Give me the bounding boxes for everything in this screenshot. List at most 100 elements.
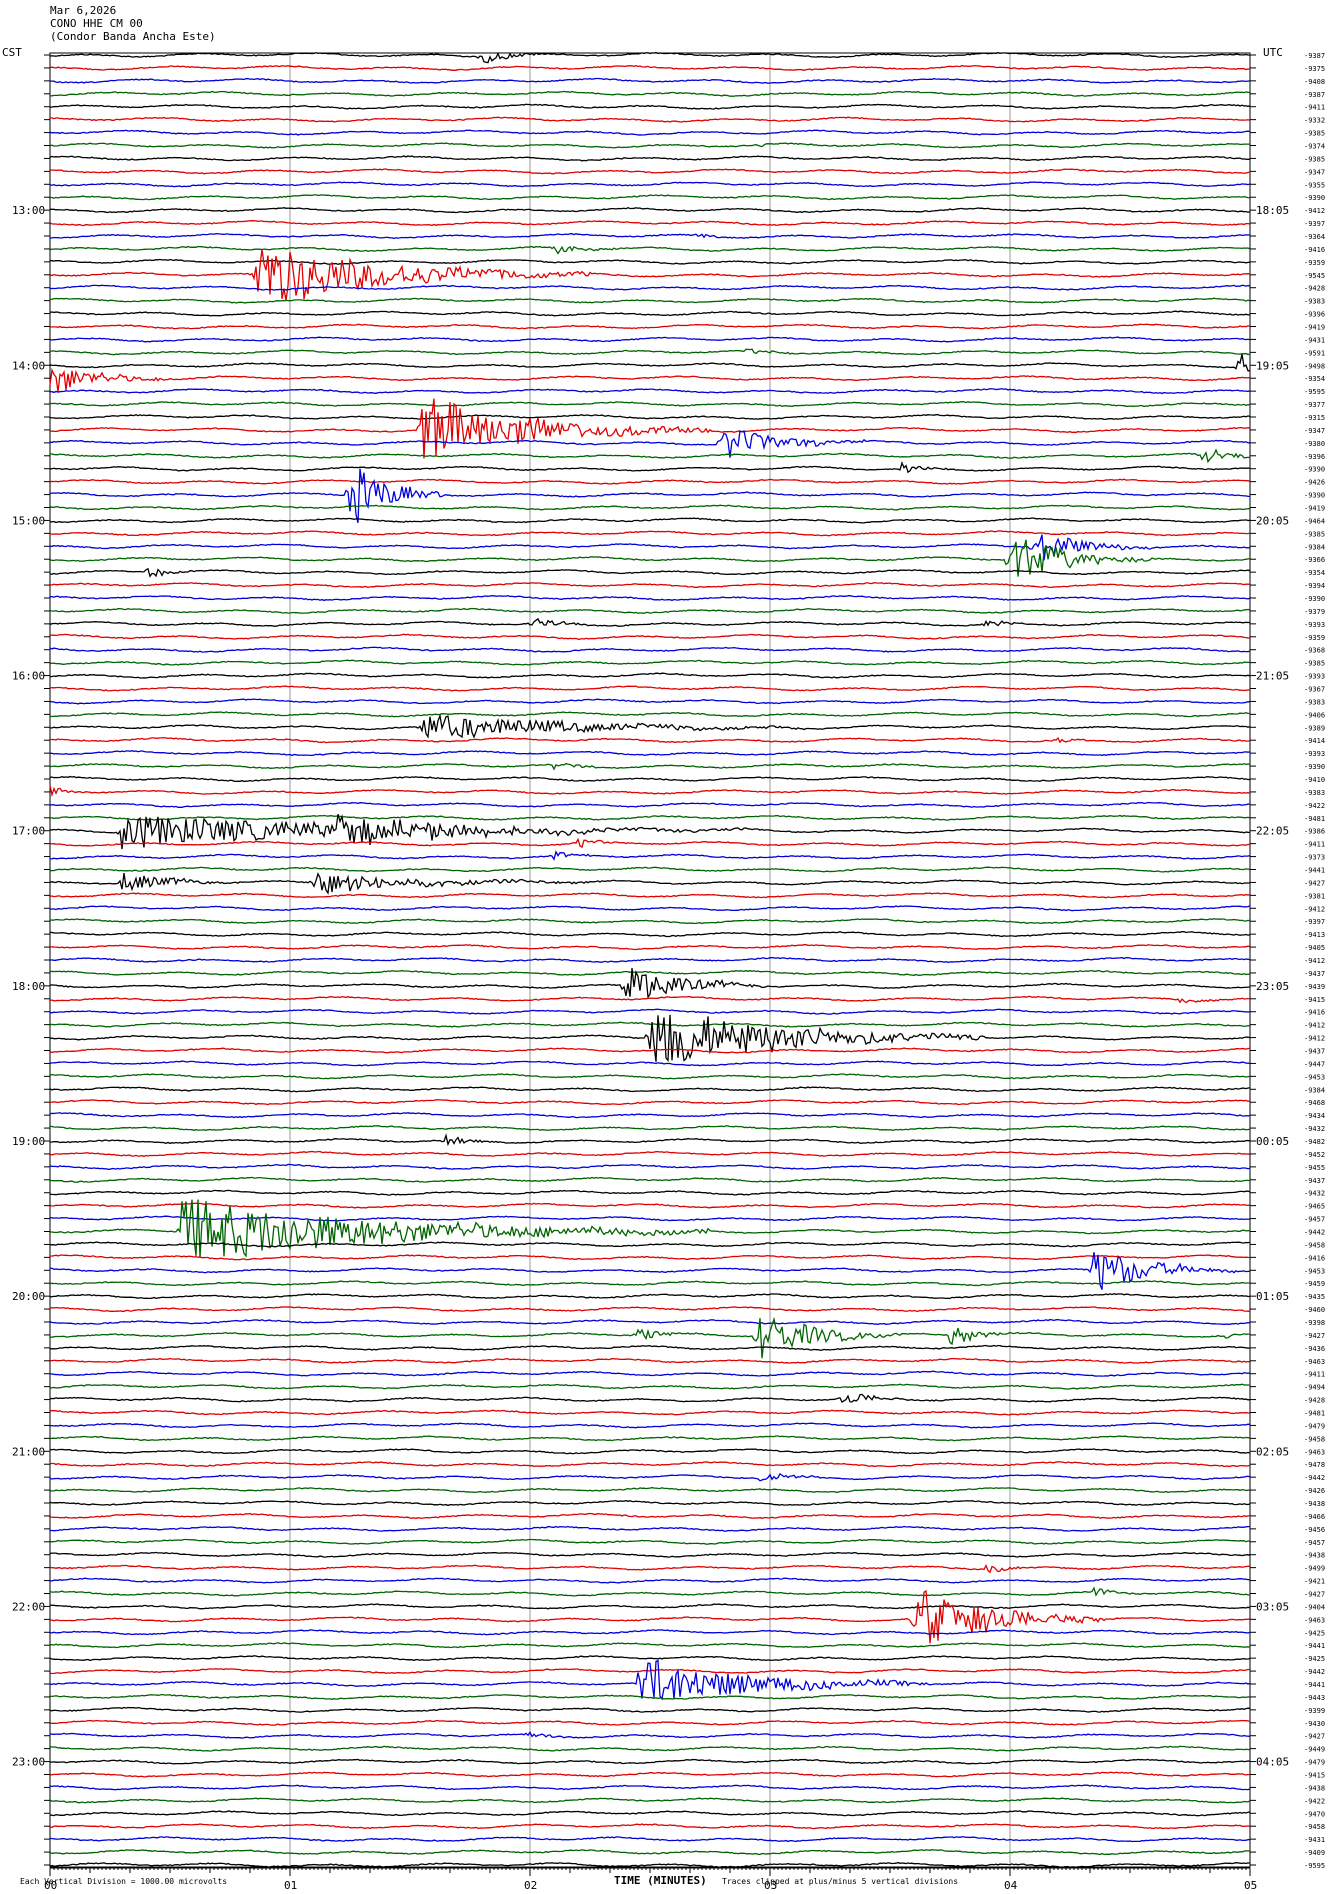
- trace-offset-label: -9432: [1304, 1190, 1325, 1198]
- seismic-trace: [49, 1836, 1251, 1843]
- trace-offset-label: -9436: [1304, 1345, 1325, 1353]
- trace-offset-label: -9442: [1304, 1229, 1325, 1237]
- trace-offset-label: -9393: [1304, 750, 1325, 758]
- trace-offset-label: -9452: [1304, 1151, 1325, 1159]
- trace-offset-label: -9390: [1304, 194, 1325, 202]
- trace-offset-label: -9354: [1304, 375, 1325, 383]
- trace-offset-label: -9453: [1304, 1073, 1325, 1081]
- trace-offset-label: -9416: [1304, 1254, 1325, 1262]
- cst-hour-label: 23:00: [12, 1756, 45, 1769]
- seismic-trace: [49, 51, 1251, 64]
- seismic-trace: [49, 750, 1251, 757]
- cst-hour-label: 21:00: [12, 1445, 45, 1458]
- trace-offset-label: -9498: [1304, 362, 1325, 370]
- seismic-trace: [49, 872, 1250, 895]
- trace-offset-label: -9364: [1304, 233, 1325, 241]
- seismic-trace: [49, 461, 1251, 474]
- seismic-trace: [49, 232, 1251, 240]
- trace-offset-label: -9359: [1304, 259, 1325, 267]
- trace-offset-label: -9405: [1304, 944, 1325, 952]
- seismic-trace: [49, 995, 1251, 1004]
- trace-offset-label: -9412: [1304, 957, 1325, 965]
- seismic-trace: [49, 530, 1251, 537]
- scale-note: Each Vertical Division = 1000.00 microvo…: [20, 1877, 228, 1886]
- left-timezone-label: CST: [2, 46, 22, 59]
- trace-offset-label: -9427: [1304, 879, 1325, 887]
- trace-offset-label: -9379: [1304, 608, 1325, 616]
- seismic-trace: [50, 1719, 1251, 1726]
- seismic-trace: [49, 956, 1251, 963]
- trace-offset-label: -9412: [1304, 207, 1325, 215]
- trace-offset-label: -9359: [1304, 634, 1325, 642]
- trace-offset-label: -9463: [1304, 1448, 1325, 1456]
- seismic-trace: [49, 969, 1251, 976]
- trace-offset-label: -9428: [1304, 1397, 1325, 1405]
- utc-hour-label: 21:05: [1256, 670, 1289, 683]
- seismic-trace: [49, 1073, 1251, 1080]
- seismic-trace: [49, 401, 1251, 408]
- seismic-trace: [49, 1784, 1251, 1791]
- trace-offset-label: -9390: [1304, 492, 1325, 500]
- seismic-trace: [49, 1655, 1251, 1662]
- seismic-trace: [49, 323, 1251, 330]
- seismic-trace: [49, 659, 1251, 666]
- seismic-trace: [49, 1461, 1251, 1468]
- seismic-trace: [49, 1861, 1251, 1868]
- seismic-trace: [49, 850, 1251, 861]
- cst-hour-label: 18:00: [12, 980, 45, 993]
- seismic-trace: [49, 567, 1251, 578]
- trace-offset-label: -9410: [1304, 776, 1325, 784]
- seismic-trace: [49, 284, 1251, 291]
- seismic-trace: [49, 534, 1251, 561]
- seismic-trace: [49, 595, 1251, 602]
- seismic-trace: [49, 1393, 1251, 1404]
- trace-offset-label: -9438: [1304, 1784, 1325, 1792]
- seismic-trace: [49, 249, 1251, 301]
- seismic-trace: [49, 1810, 1251, 1817]
- trace-offset-label: -9455: [1304, 1164, 1325, 1172]
- seismic-trace: [49, 1849, 1251, 1856]
- seismic-trace: [49, 1551, 1251, 1558]
- seismic-trace: [49, 1318, 1251, 1325]
- seismic-trace: [49, 168, 1250, 175]
- trace-offset-label: -9399: [1304, 1707, 1325, 1715]
- seismic-trace: [49, 478, 1251, 485]
- trace-offset-label: -9383: [1304, 698, 1325, 706]
- trace-offset-label: -9482: [1304, 1138, 1325, 1146]
- seismic-trace: [49, 1202, 1251, 1209]
- trace-offset-label: -9463: [1304, 1616, 1325, 1624]
- trace-offset-label: -9449: [1304, 1746, 1325, 1754]
- trace-offset-label: -9411: [1304, 104, 1325, 112]
- trace-offset-label: -9419: [1304, 324, 1325, 332]
- utc-hour-label: 04:05: [1256, 1756, 1289, 1769]
- seismic-trace: [49, 1758, 1251, 1765]
- cst-hour-label: 15:00: [12, 514, 45, 527]
- seismic-trace: [49, 1629, 1251, 1636]
- seismic-trace: [49, 607, 1251, 614]
- trace-offset-label: -9431: [1304, 336, 1325, 344]
- trace-offset-label: -9481: [1304, 815, 1325, 823]
- trace-offset-label: -9441: [1304, 867, 1325, 875]
- trace-offset-label: -9385: [1304, 530, 1325, 538]
- seismic-trace: [49, 1112, 1251, 1119]
- trace-offset-label: -9443: [1304, 1694, 1325, 1702]
- utc-hour-label: 00:05: [1256, 1135, 1289, 1148]
- seismic-trace: [49, 736, 1251, 744]
- trace-offset-label: -9439: [1304, 983, 1325, 991]
- trace-offset-label: -9426: [1304, 1487, 1325, 1495]
- x-tick-label: 00: [44, 1879, 57, 1892]
- clip-note: Traces clipped at plus/minus 5 vertical …: [722, 1877, 959, 1886]
- trace-offset-label: -9383: [1304, 789, 1325, 797]
- trace-offset-label: -9438: [1304, 1552, 1325, 1560]
- x-tick-label: 03: [764, 1879, 777, 1892]
- trace-offset-label: -9437: [1304, 1048, 1325, 1056]
- trace-offset-label: -9422: [1304, 802, 1325, 810]
- seismic-trace: [50, 297, 1251, 304]
- trace-offset-label: -9466: [1304, 1513, 1325, 1521]
- seismic-trace: [49, 814, 1251, 850]
- station-name: (Condor Banda Ancha Este): [50, 30, 216, 43]
- seismic-trace: [50, 206, 1251, 214]
- seismic-trace: [49, 582, 1251, 589]
- seismic-trace: [49, 245, 1251, 255]
